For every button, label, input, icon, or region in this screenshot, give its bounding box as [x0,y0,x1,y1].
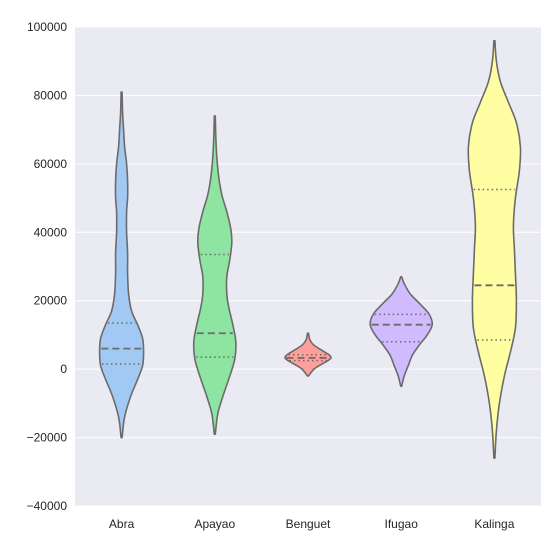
x-axis-tick-labels: Abra Apayao Benguet Ifugao Kalinga [109,517,515,531]
y-axis-tick-labels: −40000 −20000 0 20000 40000 60000 80000 100000 [27,20,68,513]
violin-benguet [284,332,332,377]
x-tick-label: Apayao [194,517,235,531]
y-tick-label: 100000 [27,20,67,34]
y-tick-label: 0 [60,362,67,376]
violin-body [467,39,522,459]
y-tick-label: 40000 [34,225,68,239]
y-tick-label: −20000 [27,431,68,445]
x-tick-label: Benguet [286,517,331,531]
x-tick-label: Abra [109,517,135,531]
violins [98,39,522,459]
violin-apayao [192,115,237,435]
violin-body [192,115,237,435]
x-tick-label: Kalinga [474,517,514,531]
plot-background [75,27,541,506]
violin-body [98,91,145,439]
y-tick-label: 20000 [34,294,68,308]
violin-ifugao [369,275,434,388]
violin-body [369,275,434,388]
y-tick-label: 80000 [34,88,68,102]
violin-kalinga [467,39,522,459]
y-tick-label: 60000 [34,157,68,171]
y-tick-label: −40000 [27,499,68,513]
x-tick-label: Ifugao [385,517,419,531]
violin-abra [98,91,145,439]
